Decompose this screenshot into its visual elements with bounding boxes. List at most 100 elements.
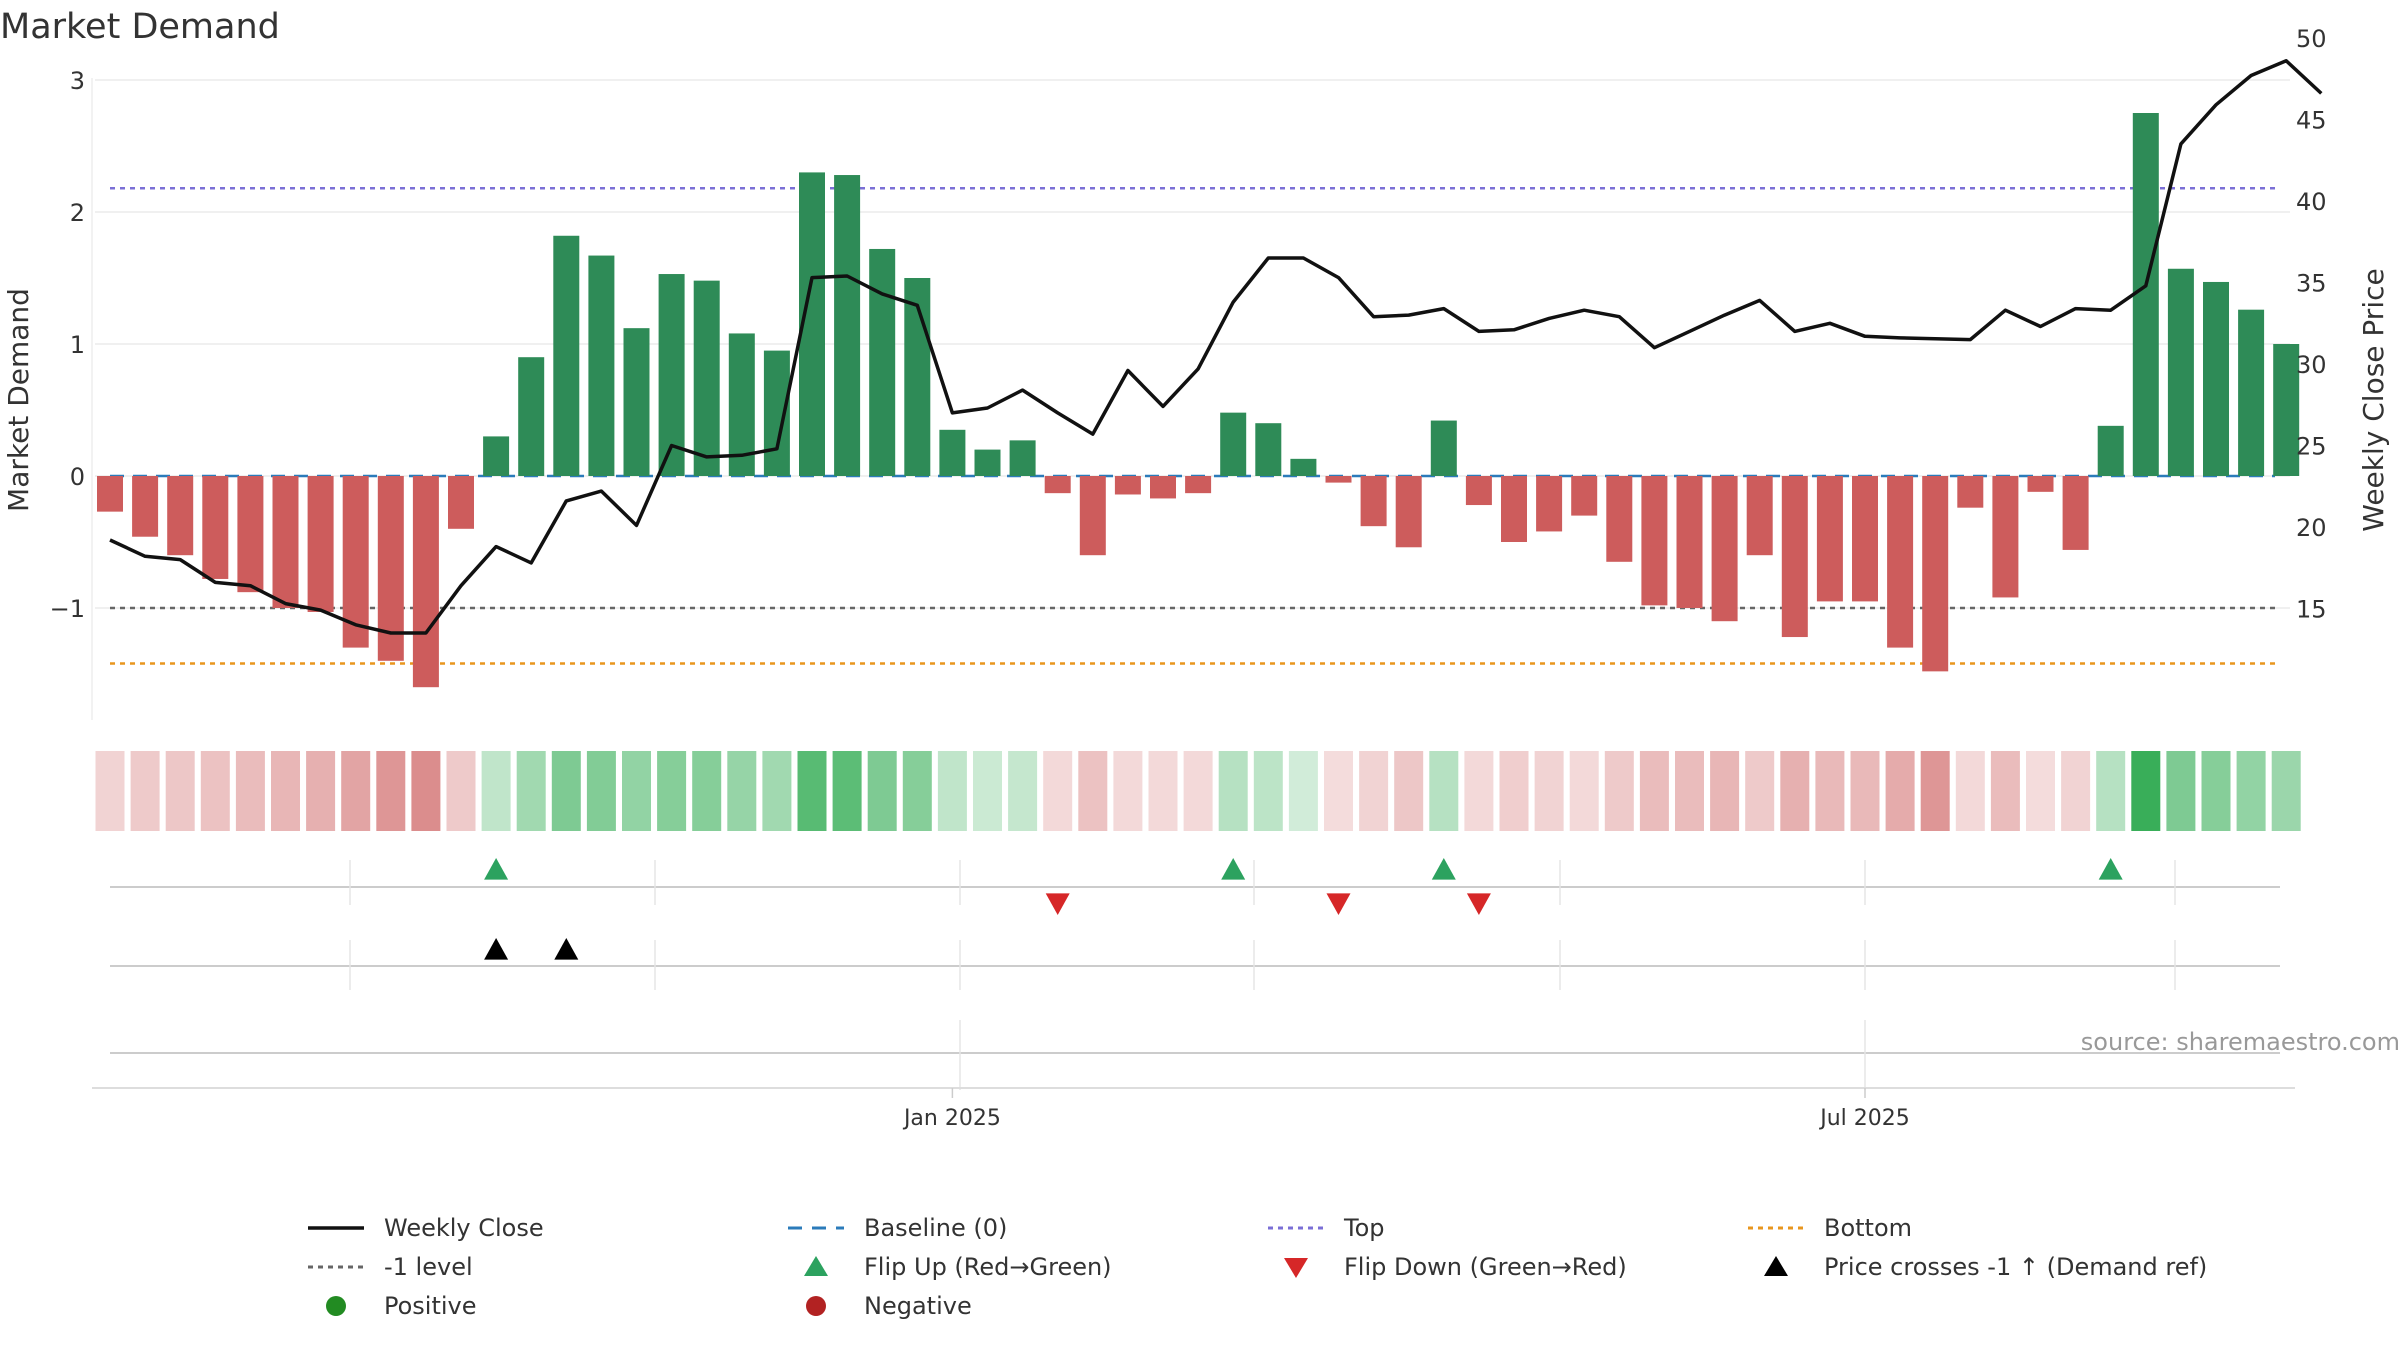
y-tick-label: 1 bbox=[70, 331, 85, 359]
legend-flip-up-symbol bbox=[804, 1255, 828, 1276]
heatmap-cell bbox=[1008, 751, 1038, 831]
legend-weekly-close-symbol bbox=[308, 1225, 364, 1230]
heatmap-cell bbox=[762, 751, 792, 831]
demand-bar bbox=[974, 449, 1001, 476]
heatmap-cell bbox=[1148, 751, 1178, 831]
chart-title: Market Demand bbox=[0, 7, 280, 47]
y2-tick-label: 30 bbox=[2296, 351, 2327, 379]
flip-up-marker bbox=[2098, 858, 2123, 880]
demand-bar bbox=[693, 280, 720, 476]
heatmap-cell bbox=[95, 751, 125, 831]
legend-positive-label: Positive bbox=[384, 1291, 477, 1320]
demand-bar bbox=[1746, 476, 1773, 556]
demand-bar bbox=[1185, 476, 1212, 494]
demand-bar bbox=[448, 476, 474, 529]
legend-minus1-label: -1 level bbox=[384, 1252, 473, 1281]
heatmap-cell bbox=[165, 751, 195, 831]
demand-bar bbox=[1325, 476, 1352, 483]
demand-bar bbox=[1992, 476, 2019, 598]
heatmap-cell bbox=[1815, 751, 1845, 831]
heatmap-cell bbox=[2271, 751, 2301, 831]
legend-top-symbol bbox=[1268, 1226, 1324, 1229]
legend-weekly-close-label: Weekly Close bbox=[384, 1213, 544, 1242]
demand-bar bbox=[1781, 476, 1808, 638]
heatmap-cell bbox=[1675, 751, 1704, 831]
heatmap-cell bbox=[1078, 751, 1108, 831]
y2-axis-label: Weekly Close Price bbox=[2357, 268, 2390, 531]
legend: Weekly Close Baseline (0) Top Bottom -1 leve… bbox=[300, 1208, 2280, 1328]
legend-minus1: -1 level bbox=[300, 1247, 780, 1286]
demand-bar bbox=[939, 429, 966, 476]
price-cross-marker bbox=[484, 938, 509, 960]
y2-tick-label: 15 bbox=[2296, 596, 2327, 624]
demand-bar bbox=[1150, 476, 1176, 499]
heatmap-cell bbox=[1534, 751, 1564, 831]
demand-bar bbox=[1079, 476, 1106, 556]
y2-tick-label: 35 bbox=[2296, 270, 2327, 298]
heatmap-cell bbox=[2061, 751, 2091, 831]
axes: 3 2 1 0 −1 50 45 40 35 30 25 20 15 Jan 2025 Jul 2025 bbox=[50, 25, 2327, 1131]
y-axis-label: Market Demand bbox=[2, 288, 35, 512]
demand-bar bbox=[658, 274, 685, 476]
heatmap-cell bbox=[1885, 751, 1915, 831]
heatmap-cell bbox=[937, 751, 967, 831]
heatmap-cell bbox=[1464, 751, 1494, 831]
y-tick-label: −1 bbox=[50, 595, 85, 623]
demand-bar bbox=[1641, 476, 1668, 606]
heatmap-cell bbox=[1710, 751, 1740, 831]
demand-bar bbox=[1676, 476, 1703, 608]
demand-bars bbox=[97, 113, 2300, 688]
heatmap-cell bbox=[1604, 751, 1634, 831]
demand-bar bbox=[2027, 476, 2054, 492]
demand-bar bbox=[342, 476, 369, 648]
heatmap-cell bbox=[200, 751, 230, 831]
heatmap-cell bbox=[411, 751, 441, 831]
heatmap-cell bbox=[2131, 751, 2161, 831]
price-line-layer bbox=[109, 59, 2323, 635]
heatmap-cell bbox=[657, 751, 687, 831]
demand-bar bbox=[904, 278, 931, 476]
heatmap-cell bbox=[2096, 751, 2126, 831]
legend-minus1-symbol bbox=[308, 1265, 364, 1268]
demand-bar bbox=[1360, 476, 1387, 527]
legend-top: Top bbox=[1260, 1208, 1740, 1247]
demand-bar bbox=[97, 476, 123, 512]
demand-bar bbox=[132, 476, 159, 537]
heatmap-cell bbox=[622, 751, 651, 831]
demand-bar bbox=[623, 328, 650, 476]
demand-bar bbox=[1220, 412, 1247, 476]
demand-bar bbox=[272, 476, 299, 608]
demand-bar bbox=[1711, 476, 1738, 622]
demand-bar bbox=[1290, 458, 1317, 476]
legend-top-label: Top bbox=[1344, 1213, 1385, 1242]
event-markers bbox=[484, 858, 2123, 960]
heatmap-cell bbox=[516, 751, 546, 831]
demand-bar bbox=[1255, 423, 1282, 476]
demand-bar bbox=[1571, 476, 1598, 516]
heatmap-cell bbox=[376, 751, 406, 831]
flip-up-marker bbox=[1221, 858, 1246, 880]
heatmap-cell bbox=[1429, 751, 1459, 831]
legend-bottom-label: Bottom bbox=[1824, 1213, 1913, 1242]
heatmap-cell bbox=[1990, 751, 2020, 831]
legend-negative: Negative bbox=[780, 1286, 1260, 1325]
heatmap-cell bbox=[1569, 751, 1599, 831]
legend-price-cross-label: Price crosses -1 ↑ (Demand ref) bbox=[1824, 1252, 2208, 1281]
demand-bar bbox=[2238, 309, 2265, 476]
demand-bar bbox=[1465, 476, 1492, 506]
legend-negative-label: Negative bbox=[864, 1291, 972, 1320]
heatmap-cell bbox=[1850, 751, 1880, 831]
heatmap-cell bbox=[797, 751, 827, 831]
legend-positive-symbol bbox=[326, 1295, 346, 1316]
heatmap-cell bbox=[586, 751, 616, 831]
demand-bar bbox=[1922, 476, 1949, 672]
heatmap-cell bbox=[341, 751, 371, 831]
demand-bar bbox=[1430, 420, 1457, 476]
demand-bar bbox=[307, 476, 334, 612]
legend-bottom-symbol bbox=[1748, 1226, 1804, 1229]
y2-tick-label: 25 bbox=[2296, 433, 2327, 461]
demand-bar bbox=[518, 357, 545, 476]
demand-bar bbox=[237, 476, 264, 593]
legend-flip-up-label: Flip Up (Red→Green) bbox=[864, 1252, 1112, 1281]
heatmap-cell bbox=[2026, 751, 2055, 831]
